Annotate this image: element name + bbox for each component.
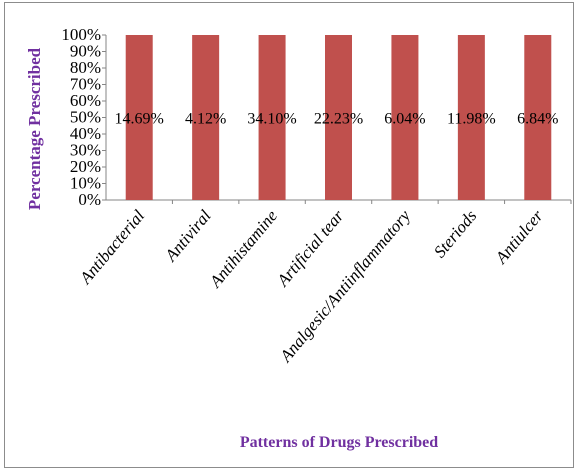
y-tick-label: 30%	[70, 141, 101, 160]
y-tick-label: 0%	[78, 190, 101, 209]
data-label: 6.04%	[384, 111, 425, 128]
category-label: Antibacterial	[75, 206, 148, 288]
y-tick-label: 20%	[70, 157, 101, 176]
x-axis-title: Patterns of Drugs Prescribed	[240, 434, 438, 451]
y-tick-label: 100%	[61, 25, 101, 44]
data-label: 6.84%	[517, 111, 558, 128]
y-tick-label: 40%	[70, 124, 101, 143]
bar	[457, 35, 485, 200]
category-label: Antihistamine	[205, 206, 281, 292]
bars-group	[125, 35, 572, 204]
y-axis-title: Percentage Prescribed	[25, 47, 44, 210]
bar	[391, 35, 419, 200]
data-label: 22.23%	[314, 111, 363, 128]
bar	[258, 35, 286, 200]
data-label: 14.69%	[115, 111, 164, 128]
y-tick-label: 70%	[70, 75, 101, 94]
bar-chart: 0%10%20%30%40%50%60%70%80%90%100% 14.69%…	[25, 25, 572, 451]
category-label: Analgesic/Antiinflammatory	[276, 206, 415, 366]
y-tick-label: 50%	[70, 108, 101, 127]
chart-frame: 0% 10% 20% 30% 40% 50% 60% 70% 80% 90% 100% 14.69%…	[4, 2, 574, 468]
y-tick-label: 60%	[70, 91, 101, 110]
category-label: Steriods	[430, 206, 481, 261]
data-label: 11.98%	[447, 111, 496, 128]
category-label: Antiviral	[161, 206, 215, 265]
y-tick-label: 10%	[70, 174, 101, 193]
y-tick-label: 90%	[70, 42, 101, 61]
data-label: 4.12%	[185, 111, 226, 128]
category-labels-group: Antibacterial AntiviralAntihistamineArtif…	[75, 206, 547, 366]
bar	[192, 35, 220, 200]
data-labels-group: 14.69% 4.12% 34.10% 22.23% 6.04% 11.98% 6.84%	[115, 111, 559, 128]
bar	[325, 35, 352, 200]
category-label: Antiulcer	[491, 206, 547, 268]
category-label: Artificial tear	[273, 206, 348, 291]
bar	[524, 35, 552, 200]
y-tick-label: 80%	[70, 58, 101, 77]
data-label: 34.10%	[247, 111, 296, 128]
y-axis-ticks: 0%10%20%30%40%50%60%70%80%90%100%	[61, 25, 106, 209]
bar	[125, 35, 153, 200]
